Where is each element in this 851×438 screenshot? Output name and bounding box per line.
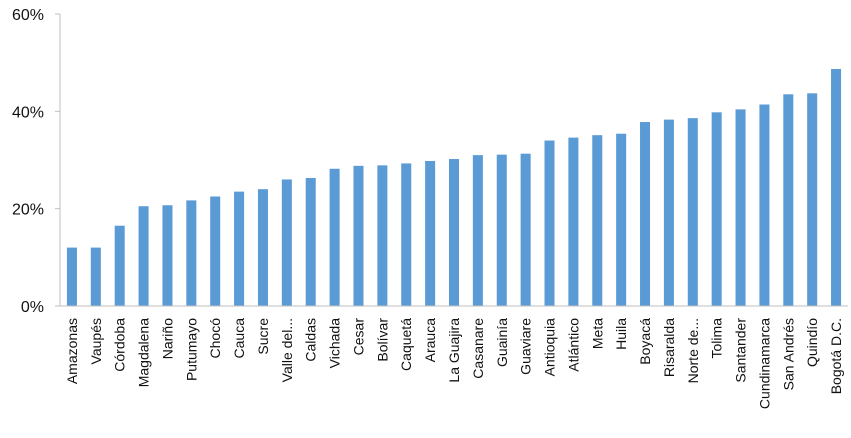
x-category-label: Chocó bbox=[207, 318, 223, 359]
bar bbox=[401, 163, 412, 306]
bar bbox=[687, 118, 698, 306]
x-category-label: Risaralda bbox=[661, 318, 677, 377]
x-category-label: Guainía bbox=[494, 318, 510, 367]
x-category-label: Nariño bbox=[159, 318, 175, 359]
x-category-label: Vichada bbox=[327, 318, 343, 369]
x-category-label: Casanare bbox=[470, 318, 486, 379]
x-category-label: Cundinamarca bbox=[756, 318, 772, 409]
bar bbox=[831, 68, 842, 306]
bar bbox=[305, 178, 316, 306]
bar bbox=[592, 135, 603, 306]
bar bbox=[616, 133, 627, 306]
y-tick-label: 20% bbox=[12, 202, 44, 219]
bar bbox=[735, 109, 746, 307]
bar bbox=[640, 122, 651, 306]
y-tick-label: 40% bbox=[12, 104, 44, 121]
bar bbox=[66, 247, 77, 306]
bar bbox=[544, 140, 555, 306]
x-category-label: Vaupés bbox=[88, 318, 104, 364]
x-category-label: Arauca bbox=[422, 318, 438, 363]
bar bbox=[90, 247, 101, 306]
x-category-label: Putumayo bbox=[183, 318, 199, 381]
x-category-label: Magdalena bbox=[136, 318, 152, 387]
bar bbox=[807, 93, 818, 307]
bar bbox=[281, 179, 292, 306]
x-category-label: Cauca bbox=[231, 318, 247, 359]
x-category-label: Amazonas bbox=[64, 318, 80, 384]
bar bbox=[759, 104, 770, 307]
bar bbox=[568, 137, 579, 306]
bar bbox=[210, 196, 221, 306]
x-category-label: Santander bbox=[733, 318, 749, 383]
bars-group bbox=[66, 68, 842, 307]
x-category-label: Quindío bbox=[804, 318, 820, 367]
x-axis: Amazonas Vaupés Córdoba Magdalena Nariño Putu… bbox=[60, 305, 848, 409]
x-category-label: Valle del... bbox=[279, 318, 295, 382]
bar bbox=[663, 119, 674, 307]
bar bbox=[329, 168, 340, 306]
bar bbox=[353, 165, 364, 306]
y-tick-label: 60% bbox=[12, 7, 44, 24]
x-category-label: Bolívar bbox=[374, 318, 390, 362]
x-category-label: Bogotá D.C. bbox=[828, 318, 844, 394]
x-category-label: Antioquia bbox=[542, 318, 558, 377]
x-category-label: Caquetá bbox=[398, 318, 414, 371]
x-category-label: Norte de... bbox=[685, 318, 701, 383]
bar bbox=[472, 155, 483, 306]
bar bbox=[257, 189, 268, 306]
x-category-label: Cesar bbox=[350, 318, 366, 356]
x-category-label: Huila bbox=[613, 318, 629, 350]
bar bbox=[114, 225, 125, 306]
bar bbox=[162, 205, 173, 306]
x-category-label: Atlántico bbox=[565, 318, 581, 372]
bar bbox=[186, 200, 197, 306]
bar bbox=[377, 165, 388, 306]
bar bbox=[138, 206, 149, 306]
y-tick-label: 0% bbox=[21, 299, 44, 316]
x-category-label: San Andrés bbox=[780, 318, 796, 390]
bar bbox=[496, 154, 507, 306]
x-category-label: Sucre bbox=[255, 318, 271, 355]
x-category-label: Meta bbox=[589, 318, 605, 349]
bar bbox=[425, 160, 436, 306]
bar bbox=[234, 191, 245, 306]
x-category-label: La Guajira bbox=[446, 318, 462, 383]
bar bbox=[783, 94, 794, 306]
x-category-label: Caldas bbox=[303, 318, 319, 362]
bar bbox=[711, 112, 722, 306]
bar bbox=[448, 159, 460, 306]
bar bbox=[520, 153, 531, 306]
x-category-label: Tolima bbox=[709, 318, 725, 359]
x-category-label: Guaviare bbox=[518, 318, 534, 375]
y-axis: 0% 20% 40% 60% bbox=[12, 7, 61, 316]
x-category-label: Córdoba bbox=[112, 318, 128, 372]
x-category-label: Boyacá bbox=[637, 318, 653, 365]
